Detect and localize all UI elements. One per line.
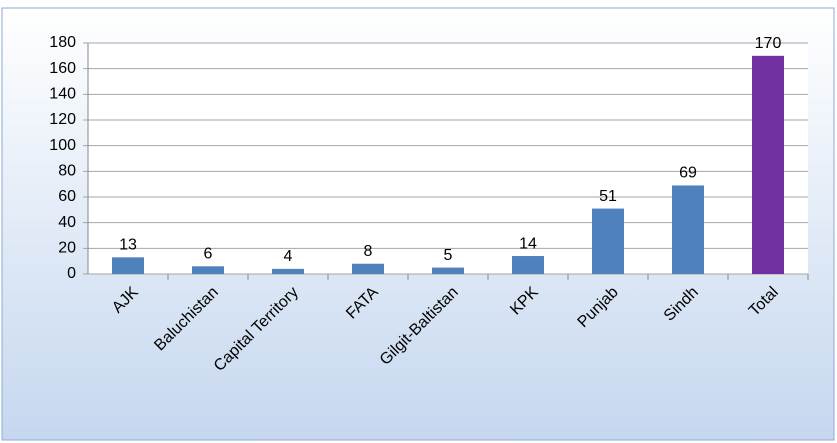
bar <box>672 185 704 274</box>
y-tick-label: 0 <box>67 265 76 282</box>
y-tick-label: 20 <box>58 240 76 257</box>
data-label: 170 <box>755 35 782 52</box>
bar <box>272 268 304 274</box>
data-label: 4 <box>284 248 293 265</box>
y-tick-label: 80 <box>58 163 76 180</box>
data-label: 5 <box>444 247 453 264</box>
data-label: 69 <box>679 165 697 182</box>
bar <box>592 208 624 274</box>
bar <box>512 256 544 274</box>
y-tick-label: 160 <box>49 60 76 77</box>
bar <box>432 267 464 274</box>
bar <box>752 55 784 275</box>
data-label: 51 <box>599 188 617 205</box>
y-tick-label: 180 <box>49 34 76 51</box>
y-tick-label: 140 <box>49 86 76 103</box>
bar <box>112 257 144 274</box>
data-label: 14 <box>519 235 537 252</box>
bar <box>352 263 384 274</box>
y-tick-label: 60 <box>58 188 76 205</box>
bar <box>192 266 224 274</box>
y-tick-label: 40 <box>58 214 76 231</box>
y-tick-label: 100 <box>49 137 76 154</box>
data-label: 13 <box>119 237 137 254</box>
data-label: 8 <box>364 243 373 260</box>
y-tick-label: 120 <box>49 111 76 128</box>
data-label: 6 <box>204 246 213 263</box>
